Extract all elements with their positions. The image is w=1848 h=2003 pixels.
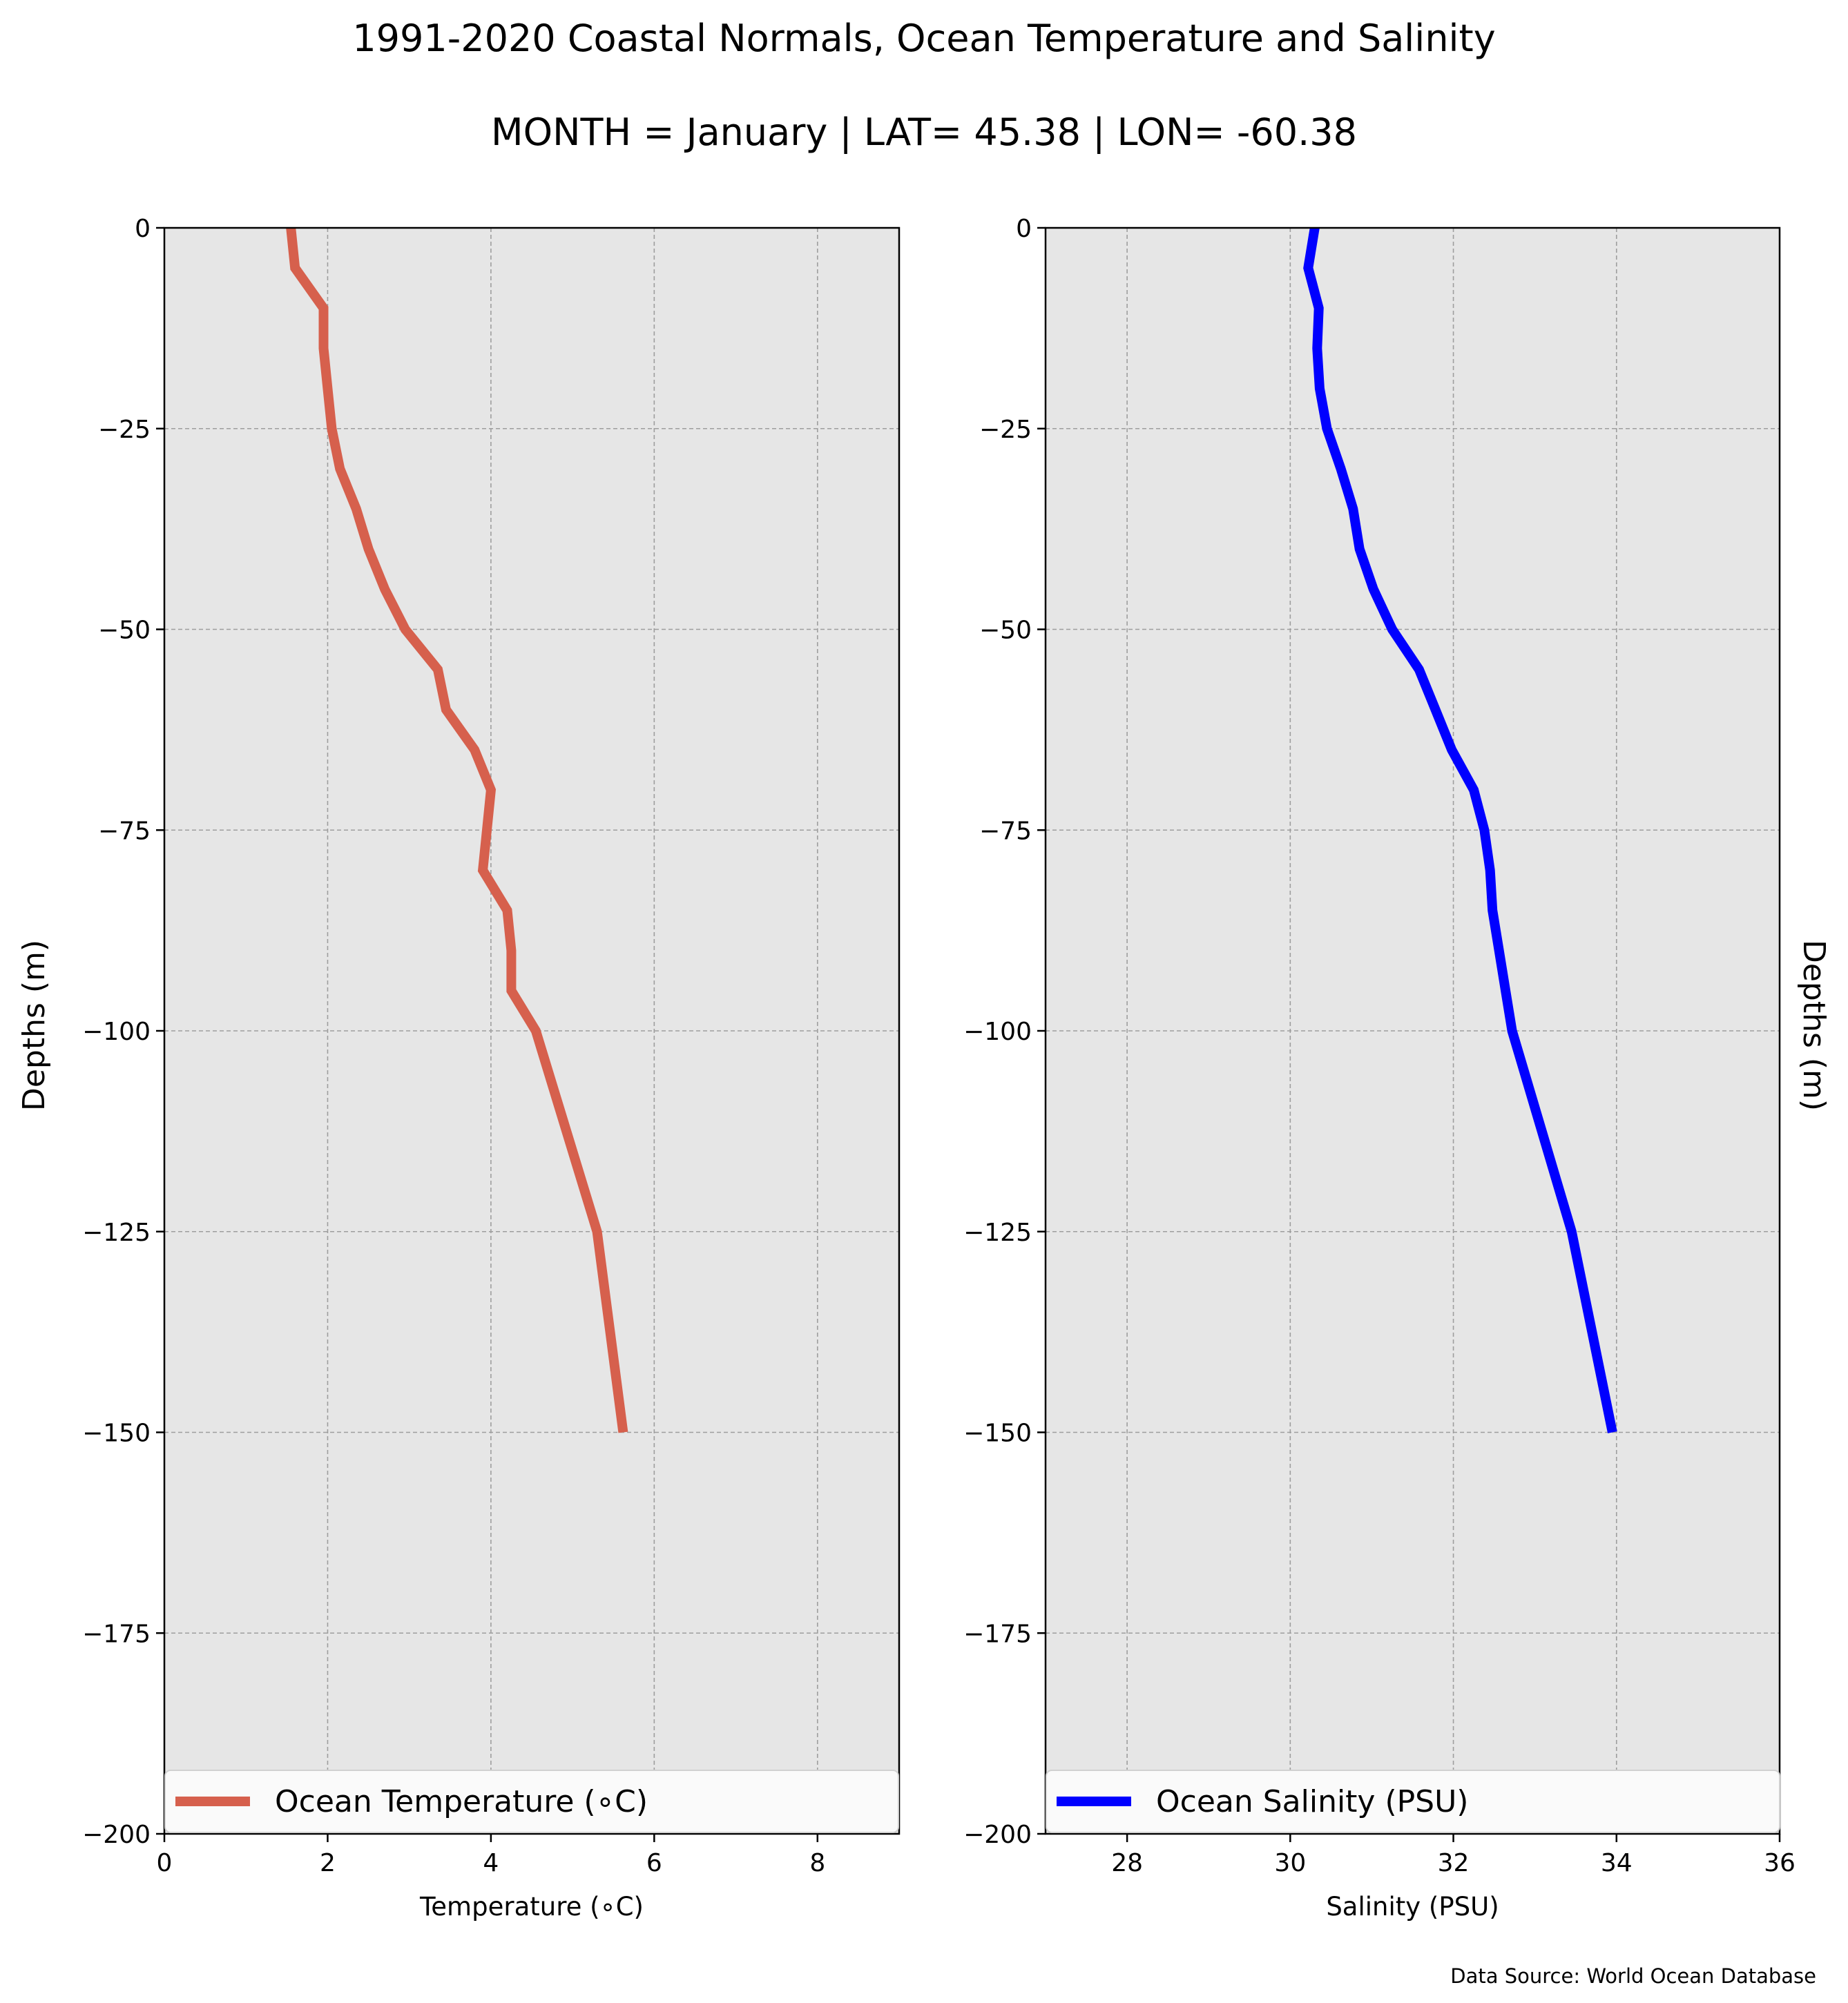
x-axis-label: Temperature (∘C) (419, 1892, 644, 1922)
legend-box (164, 1770, 899, 1833)
y-tick-label: −125 (82, 1219, 151, 1247)
x-tick-label: 0 (157, 1849, 173, 1877)
left-y-axis-label: Depths (m) (17, 940, 52, 1111)
y-tick-label: −75 (98, 817, 151, 845)
y-tick-label: −175 (82, 1620, 151, 1648)
legend-box (1046, 1770, 1780, 1833)
figure-title: 1991-2020 Coastal Normals, Ocean Tempera… (352, 17, 1495, 60)
data-series-line (286, 227, 628, 1433)
y-tick-label: −200 (82, 1821, 151, 1849)
x-tick-label: 34 (1601, 1849, 1633, 1877)
y-tick-label: −150 (82, 1420, 151, 1448)
data-series-line (1303, 226, 1617, 1433)
legend: Ocean Salinity (PSU) (1046, 1770, 1780, 1833)
y-tick-label: −100 (963, 1018, 1032, 1046)
x-tick-label: 32 (1438, 1849, 1470, 1877)
x-tick-label: 6 (646, 1849, 662, 1877)
right-y-axis-label: Depths (m) (1796, 940, 1831, 1111)
x-tick-label: 4 (483, 1849, 499, 1877)
legend: Ocean Temperature (∘C) (164, 1770, 899, 1833)
data-source-note: Data Source: World Ocean Database (1450, 1964, 1816, 1988)
legend-entry-label: Ocean Salinity (PSU) (1156, 1784, 1468, 1819)
x-tick-label: 30 (1274, 1849, 1306, 1877)
y-tick-label: −100 (82, 1018, 151, 1046)
y-tick-label: −50 (98, 617, 151, 645)
legend-entry-label: Ocean Temperature (∘C) (275, 1784, 648, 1819)
y-tick-label: −175 (963, 1620, 1032, 1648)
x-tick-label: 8 (809, 1849, 825, 1877)
salinity-panel: 0 −25 −50 −75 −100 −125 −150 −175 −200 28 30 32 34 36… (963, 215, 1796, 1922)
x-tick-label: 28 (1111, 1849, 1143, 1877)
figure-subtitle: MONTH = January | LAT= 45.38 | LON= -60.… (491, 110, 1357, 154)
y-tick-label: −200 (963, 1821, 1032, 1849)
y-tick-label: −50 (979, 617, 1032, 645)
y-tick-label: −25 (979, 416, 1032, 444)
x-axis-label: Salinity (PSU) (1326, 1892, 1499, 1922)
x-tick-label: 2 (320, 1849, 336, 1877)
y-tick-label: −150 (963, 1420, 1032, 1448)
y-tick-label: −25 (98, 416, 151, 444)
y-tick-label: −125 (963, 1219, 1032, 1247)
y-tick-label: 0 (135, 215, 151, 243)
y-tick-label: −75 (979, 817, 1032, 845)
y-tick-label: 0 (1016, 215, 1032, 243)
x-tick-label: 36 (1764, 1849, 1796, 1877)
